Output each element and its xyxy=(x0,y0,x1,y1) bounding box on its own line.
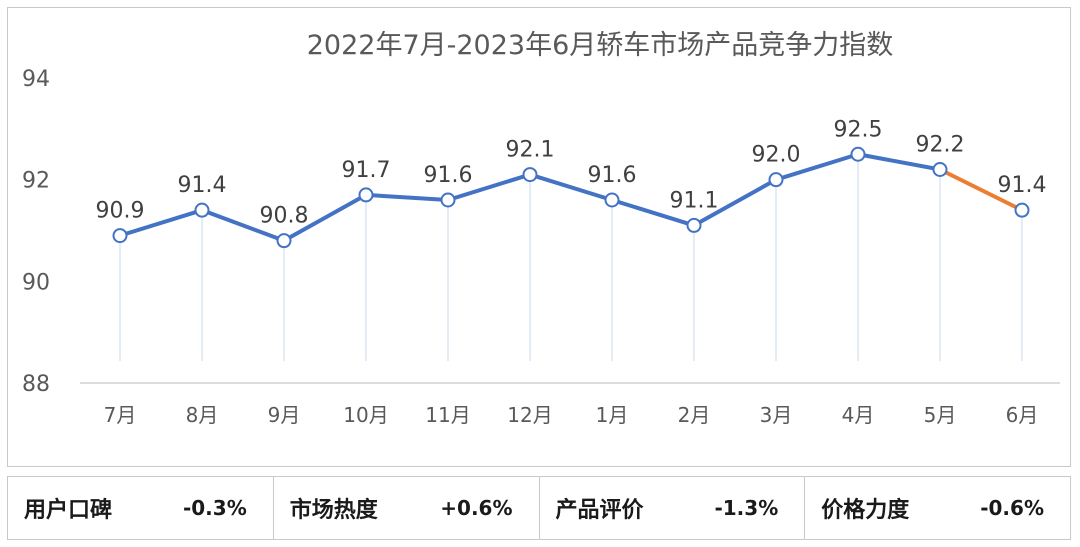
y-tick-label: 92 xyxy=(22,169,50,194)
x-tick-label: 12月 xyxy=(507,403,552,427)
y-tick-label: 90 xyxy=(22,270,50,295)
metric-market-heat: 市场热度 +0.6% xyxy=(274,477,540,539)
data-point xyxy=(440,192,456,208)
data-point xyxy=(686,217,702,233)
data-point xyxy=(112,228,128,244)
metric-name: 市场热度 xyxy=(289,498,378,523)
x-tick-label: 9月 xyxy=(268,403,301,427)
metric-name: 价格力度 xyxy=(821,498,910,523)
x-tick-label: 7月 xyxy=(104,403,137,427)
data-label: 92.0 xyxy=(752,143,801,168)
chart-area: 2022年7月-2023年6月轿车市场产品竞争力指数 94 92 90 88 90.9… xyxy=(7,7,1071,467)
x-tick-label: 5月 xyxy=(924,403,957,427)
x-tick-label: 2月 xyxy=(678,403,711,427)
data-label: 91.6 xyxy=(588,163,637,188)
metric-value: +0.6% xyxy=(440,496,513,520)
chart-title: 2022年7月-2023年6月轿车市场产品竞争力指数 xyxy=(307,30,894,61)
x-tick-label: 1月 xyxy=(596,403,629,427)
data-point xyxy=(1014,202,1030,218)
data-point xyxy=(604,192,620,208)
data-label: 90.8 xyxy=(260,204,309,229)
metric-product-review: 产品评价 -1.3% xyxy=(540,477,806,539)
metric-user-reputation: 用户口碑 -0.3% xyxy=(8,477,274,539)
data-label: 92.1 xyxy=(506,138,555,163)
data-point xyxy=(932,162,948,177)
x-tick-label: 4月 xyxy=(842,403,875,427)
x-tick-label: 6月 xyxy=(1006,403,1039,427)
metric-value: -0.6% xyxy=(980,496,1044,520)
y-tick-label: 88 xyxy=(22,372,50,397)
data-label: 92.2 xyxy=(916,133,965,158)
x-tick-label: 3月 xyxy=(760,403,793,427)
data-label: 91.1 xyxy=(670,188,719,213)
data-point xyxy=(522,167,538,183)
x-tick-label: 11月 xyxy=(425,403,470,427)
data-point xyxy=(358,187,374,203)
data-label: 91.4 xyxy=(178,173,227,198)
data-label: 91.7 xyxy=(342,158,391,183)
series-line-last-segment xyxy=(938,167,1024,213)
data-label: 91.4 xyxy=(998,173,1047,198)
data-point xyxy=(276,233,292,249)
data-label: 91.6 xyxy=(424,163,473,188)
data-point xyxy=(768,172,784,188)
metric-name: 产品评价 xyxy=(555,498,644,523)
metric-value: -0.3% xyxy=(182,496,247,520)
x-tick-label: 8月 xyxy=(186,403,219,427)
metric-value: -1.3% xyxy=(714,496,779,520)
data-point xyxy=(194,202,210,218)
metric-price-strength: 价格力度 -0.6% xyxy=(805,477,1070,539)
line-chart: 2022年7月-2023年6月轿车市场产品竞争力指数 94 92 90 88 90.9… xyxy=(22,30,1060,427)
x-tick-label: 10月 xyxy=(343,403,388,427)
data-point xyxy=(850,146,866,162)
data-label: 90.9 xyxy=(96,199,145,224)
metric-name: 用户口碑 xyxy=(24,498,113,523)
data-label: 92.5 xyxy=(834,117,883,142)
metrics-bar: 用户口碑 -0.3% 市场热度 +0.6% 产品评价 -1.3% 价格力度 -0… xyxy=(7,476,1071,540)
y-tick-label: 94 xyxy=(22,67,50,92)
